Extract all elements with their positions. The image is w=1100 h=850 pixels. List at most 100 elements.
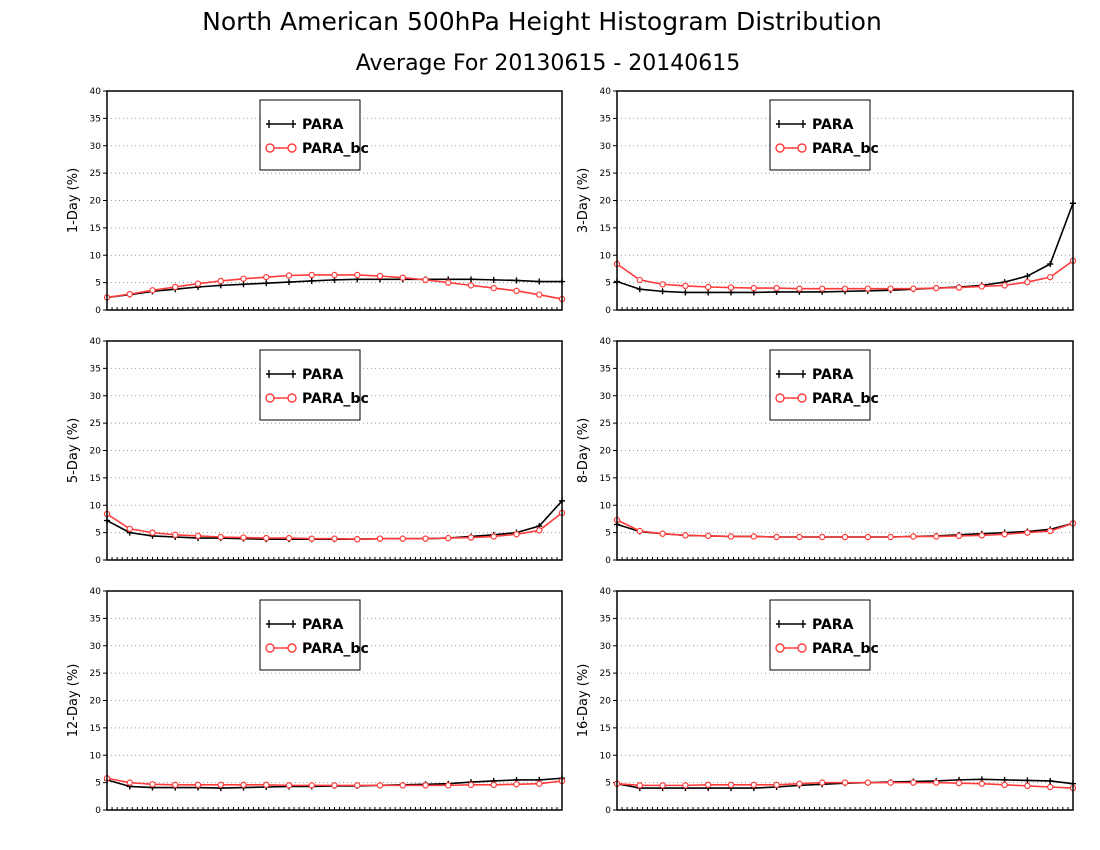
legend-marker-PARA [778,120,804,128]
data-point-PARA_bc [331,271,338,279]
data-point-PARA_bc [285,782,293,789]
data-point-PARA_bc [467,282,475,289]
legend-label-PARA_bc: PARA_bc [812,641,879,657]
data-point-PARA_bc [978,283,986,290]
data-point-PARA_bc [376,782,384,789]
y-axis-label: 3-Day (%) [576,168,591,233]
data-point-PARA_bc [887,533,894,541]
data-point-PARA_bc [659,281,666,288]
data-point-PARA_bc [887,779,894,786]
data-point-PARA_bc [796,285,803,292]
data-point-PARA_bc [1046,527,1054,535]
legend-label-PARA: PARA [302,117,344,133]
legend-marker-PARA_bc [775,393,785,403]
legend-marker-PARA [268,620,294,628]
data-point-PARA_bc [659,530,666,537]
plot-frame [106,90,563,311]
chart-panel-5: 0 5 10 15 20 25 30 35 40 12-Day (%) PARA PARA_bc [66,587,566,816]
data-point-PARA_bc [955,779,963,787]
y-tick-label: 25 [600,169,611,179]
data-point-PARA_bc [705,532,712,540]
y-axis-label: 1-Day (%) [66,168,81,233]
y-tick-label: 30 [90,142,102,152]
plot-frame [616,90,1074,311]
data-point-PARA_bc [819,285,826,292]
y-tick-label: 5 [605,529,611,539]
data-point-PARA [682,289,689,296]
legend-label-PARA: PARA [812,617,854,633]
data-point-PARA_bc [933,779,940,786]
data-point-PARA_bc [445,279,452,286]
y-tick-label: 40 [90,337,102,347]
data-point-PARA_bc [727,284,735,291]
data-point-PARA_bc [513,287,520,295]
y-axis-label: 12-Day (%) [66,664,81,738]
y-tick-label: 20 [600,197,612,207]
y-tick-label: 5 [95,279,101,289]
y-axis-label: 5-Day (%) [66,418,81,483]
plot-frame [616,590,1074,811]
data-point-PARA_bc [636,276,644,284]
y-tick-label: 10 [600,501,612,511]
legend-marker-PARA_bc [287,143,297,153]
data-point-PARA_bc [682,782,689,789]
data-point-PARA [1047,777,1054,784]
data-point-PARA_bc [422,535,429,542]
y-tick-label: 0 [95,306,101,316]
data-point-PARA_bc [399,535,406,542]
legend-marker-PARA [268,120,294,128]
chart-panel-3: 0 5 10 15 20 25 30 35 40 5-Day (%) PARA PARA_bc [66,337,566,566]
data-point-PARA_bc [864,285,872,292]
data-point-PARA_bc [773,533,780,541]
data-point-PARA_bc [773,284,780,292]
legend-marker-PARA_bc [265,143,275,153]
data-point-PARA_bc [910,779,917,786]
legend-marker-PARA [778,370,804,378]
data-point-PARA_bc [194,781,202,789]
data-point-PARA_bc [217,781,224,789]
legend-marker-PARA_bc [775,643,785,653]
y-tick-label: 35 [600,364,611,374]
data-point-PARA_bc [819,533,826,541]
data-point-PARA_bc [705,283,712,291]
data-point-PARA_bc [750,284,758,292]
legend-marker-PARA_bc [287,643,297,653]
y-tick-label: 30 [90,642,102,652]
plot-frame [616,340,1074,561]
y-tick-label: 25 [90,169,101,179]
legend-box [259,599,361,671]
data-point-PARA_bc [149,287,156,294]
y-tick-label: 40 [90,87,102,97]
legend-label-PARA: PARA [812,367,854,383]
data-point-PARA_bc [331,535,338,542]
data-point-PARA_bc [263,273,270,281]
y-tick-label: 35 [600,114,611,124]
data-point-PARA [1024,777,1031,784]
data-point-PARA_bc [705,781,712,789]
legend-box [259,99,361,171]
legend-marker-PARA [778,620,804,628]
data-point-PARA_bc [1024,782,1031,790]
y-tick-label: 5 [605,279,611,289]
data-point-PARA_bc [354,271,361,279]
data-point-PARA_bc [217,277,224,285]
y-tick-label: 10 [90,751,102,761]
data-point-PARA_bc [126,290,133,298]
data-point-PARA_bc [1024,278,1031,286]
legend-label-PARA_bc: PARA_bc [302,391,369,407]
legend-label-PARA_bc: PARA_bc [812,141,879,157]
legend: PARA PARA_bc [769,349,879,421]
y-tick-label: 10 [600,251,612,261]
y-tick-label: 15 [90,724,101,734]
data-point-PARA_bc [445,782,452,789]
data-point-PARA_bc [536,780,543,787]
data-point-PARA_bc [240,534,247,541]
data-point-PARA_bc [1046,783,1054,791]
y-tick-label: 40 [600,87,612,97]
data-point-PARA_bc [727,781,735,789]
data-point-PARA [468,276,474,283]
y-tick-label: 30 [90,392,102,402]
y-tick-label: 15 [600,724,611,734]
data-point-PARA_bc [308,782,315,789]
